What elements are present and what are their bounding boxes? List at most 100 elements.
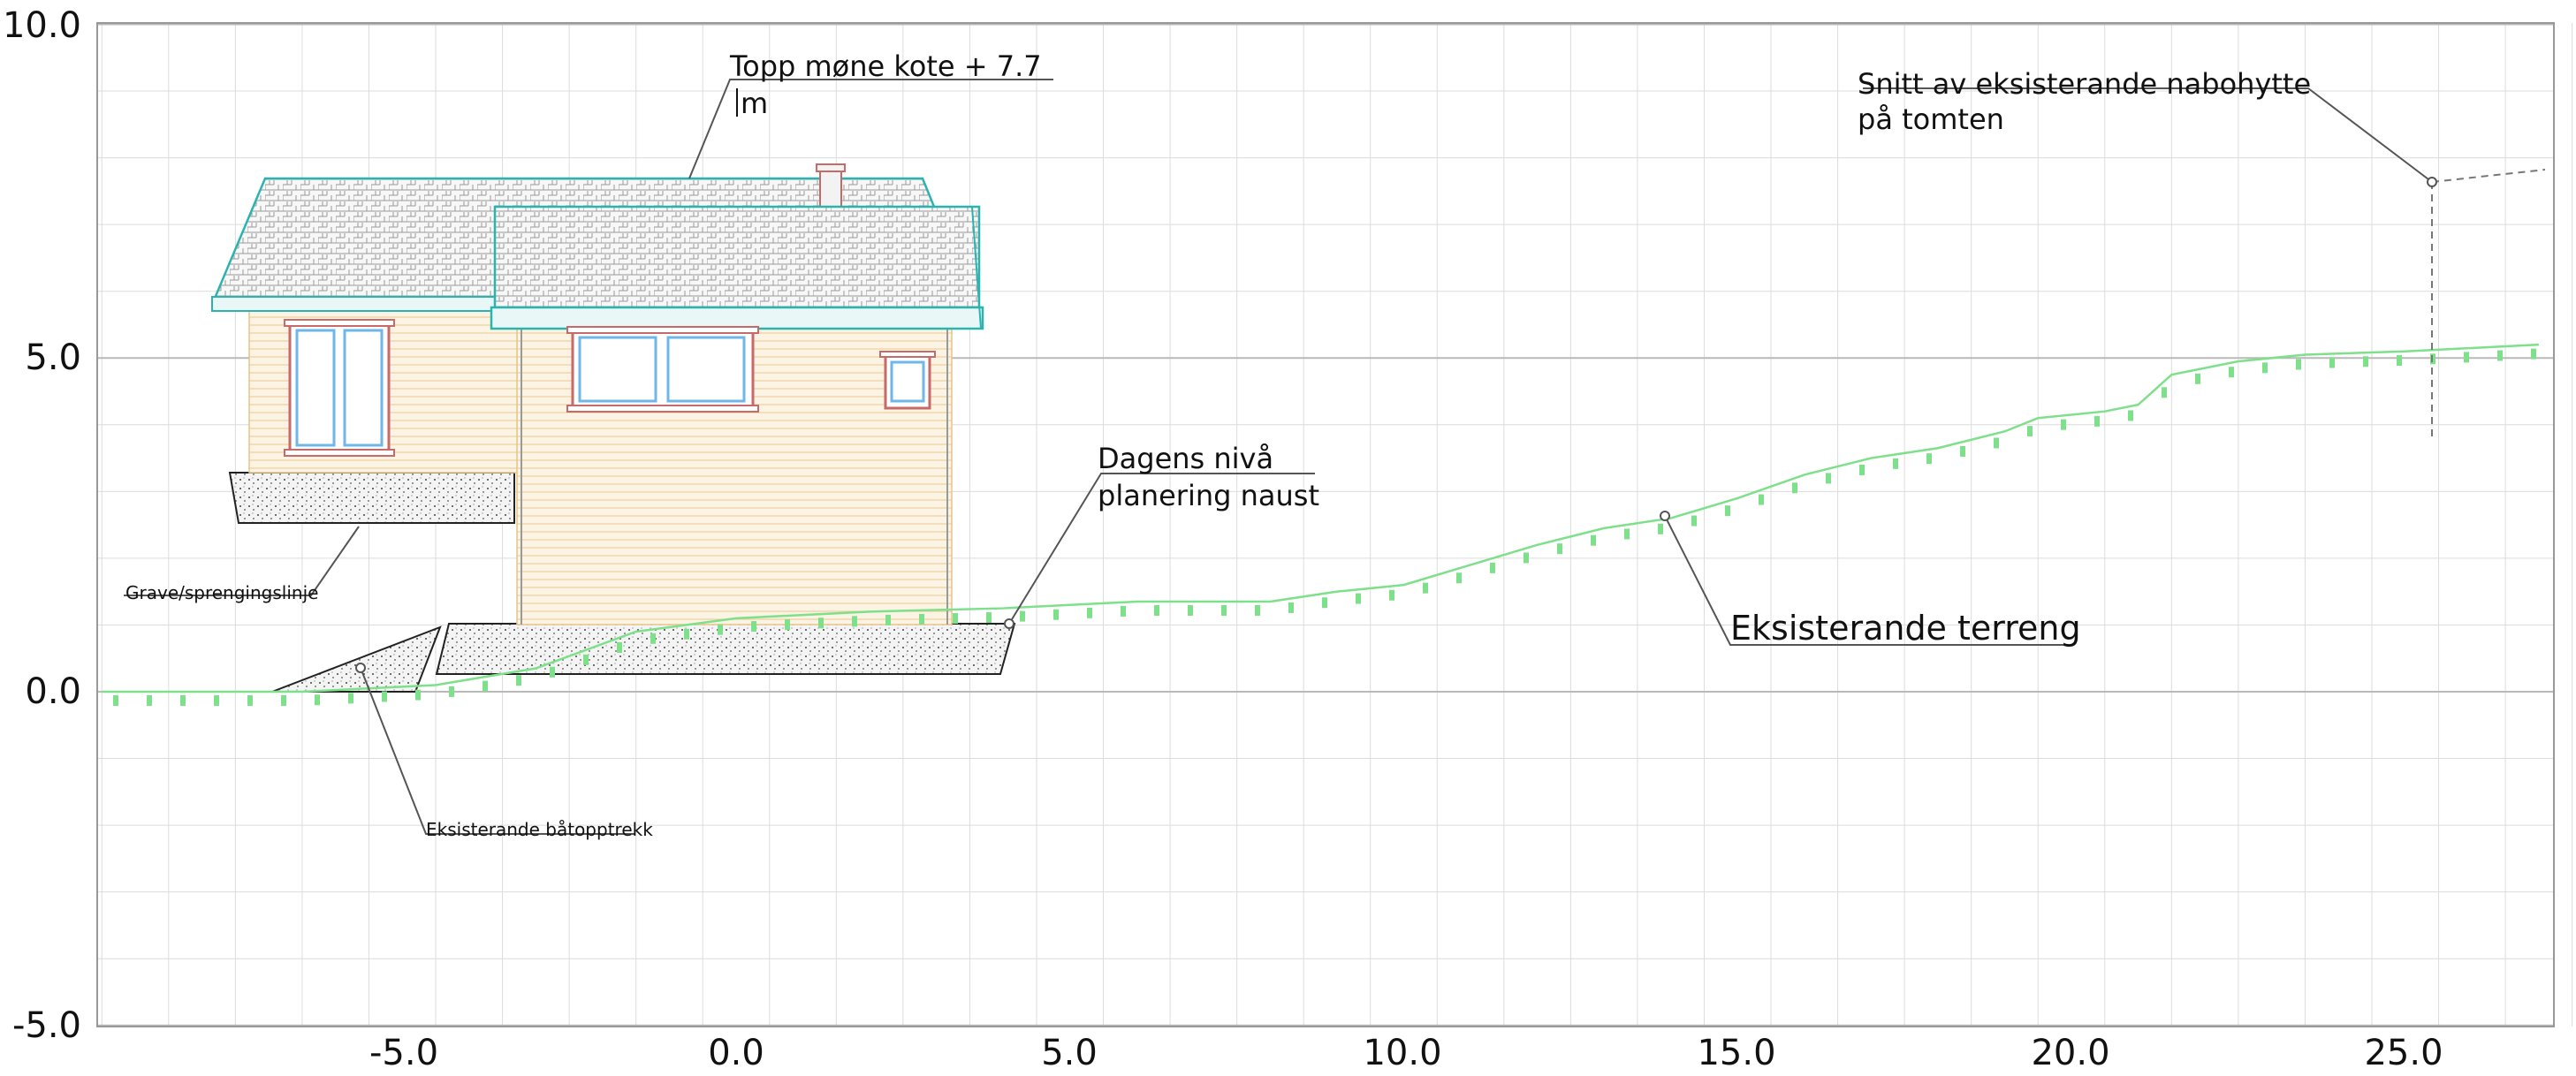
small-window [879, 351, 936, 410]
terrain-hatch [852, 616, 857, 627]
terrain-hatch [1926, 453, 1932, 465]
x-tick-label: 5.0 [1041, 1033, 1098, 1073]
terrain-hatch [1725, 505, 1730, 517]
terrain-hatch [1053, 609, 1059, 620]
y-tick-label: 5.0 [25, 337, 81, 378]
terrain-hatch [1658, 523, 1663, 534]
terrain-profile [102, 343, 2539, 693]
terrain-hatch [1020, 610, 1025, 622]
terrain-hatch [147, 695, 152, 706]
terrain-hatch [1792, 482, 1797, 494]
terrain-hatch [247, 695, 253, 706]
terrain-hatch [2464, 352, 2469, 363]
y-tick-label: 10.0 [3, 5, 81, 46]
x-tick-label: 15.0 [1697, 1033, 1775, 1073]
terrain-hatch [1322, 597, 1327, 609]
terrain-hatch [718, 624, 723, 635]
dagens-niva-label: Dagens nivå [1098, 442, 1273, 475]
terrain-hatch [2229, 367, 2234, 378]
terrain-hatch [415, 689, 421, 701]
terrain-hatch [2027, 426, 2033, 437]
terrain-hatch [785, 619, 790, 631]
terrain-hatch [650, 633, 656, 644]
batopptrekk-label: Eksisterande båtopptrekk [426, 819, 653, 840]
terrain-hatch [919, 613, 924, 625]
terrain-hatch [2061, 419, 2066, 430]
existing-terrain-line [102, 343, 2539, 706]
x-tick-label: 10.0 [1363, 1033, 1441, 1073]
terrain-hatch [684, 628, 689, 640]
x-tick-label: 0.0 [708, 1033, 764, 1073]
neighbour-cabin-section [2431, 169, 2546, 438]
terrain-hatch [885, 614, 891, 625]
terrain-hatch [382, 691, 387, 702]
fill-areas [228, 472, 1016, 693]
terrain-hatch [2329, 357, 2335, 368]
grave-fill [228, 472, 515, 524]
terrain-hatch [1356, 593, 1361, 604]
terrain-hatch [1557, 543, 1562, 555]
terrain-hatch [1490, 562, 1495, 573]
terrain-hatch [1188, 605, 1193, 617]
terrain-hatch [1221, 605, 1227, 617]
topp-mone-label: Topp møne kote + 7.7 [729, 49, 1042, 83]
terrain-hatch [751, 621, 756, 633]
terrain-hatch [1154, 605, 1159, 617]
terrain-hatch [2497, 350, 2503, 361]
planering-label: planering naust [1098, 479, 1319, 512]
terrain-hatch [1691, 515, 1697, 527]
terrain-hatch [1859, 464, 1865, 475]
terrain-hatch [1456, 572, 1462, 584]
x-tick-label: 20.0 [2031, 1033, 2109, 1073]
terrain-hatch [1591, 534, 1596, 546]
terrain-hatch [1893, 458, 1898, 469]
terrain-hatch [1524, 552, 1529, 564]
terrain-hatch [2397, 355, 2402, 367]
y-tick-label: -5.0 [12, 1005, 81, 1046]
main-window [566, 326, 759, 413]
terrain-hatch [1288, 602, 1294, 613]
terrain-hatch [986, 612, 992, 624]
terrain-hatch [2531, 348, 2536, 360]
x-axis-labels: -5.0 0.0 5.0 10.0 15.0 20.0 25.0 [369, 1033, 2443, 1073]
planering-fill [435, 623, 1016, 675]
terrain-hatch [214, 695, 219, 706]
terrain-hatch [113, 695, 118, 706]
terrain-hatch [2296, 359, 2301, 370]
terrain-hatch [583, 654, 589, 665]
terrain-hatch [483, 680, 488, 692]
chimney [819, 167, 842, 208]
terrain-hatch [1087, 607, 1092, 618]
plot-frame [96, 22, 2555, 1027]
terrain-hatch [1624, 528, 1630, 540]
terrain-hatch [2094, 415, 2100, 427]
terrain-hatch [2195, 373, 2200, 384]
terrain-hatch [516, 675, 521, 686]
terrain-hatch [550, 666, 555, 678]
terrain-hatch [1121, 605, 1126, 617]
grid [97, 23, 2573, 1027]
terrain-hatch [2262, 362, 2268, 374]
terrain-hatch [348, 693, 353, 704]
terrain-hatch [315, 694, 320, 706]
y-axis-labels: 10.0 5.0 0.0 -5.0 [3, 5, 81, 1046]
house-elevation [211, 163, 984, 625]
terrain-hatch [449, 686, 454, 697]
terrain-hatch [2162, 387, 2167, 398]
eksisterande-terreng-label: Eksisterande terreng [1730, 609, 2081, 648]
terrain-hatch [818, 618, 824, 629]
snitt-label-line2: på tomten [1858, 102, 2004, 136]
terrain-hatch [1759, 494, 1764, 505]
topp-mone-unit: m [741, 87, 768, 120]
terrain-hatch [617, 641, 622, 653]
terrain-hatch [1994, 437, 1999, 449]
terrain-hatch [1255, 605, 1260, 617]
terrain-hatch [1423, 582, 1428, 594]
terrain-hatch [1389, 589, 1394, 601]
left-window [284, 319, 395, 457]
terrain-hatch [180, 695, 186, 706]
x-tick-label: 25.0 [2364, 1033, 2443, 1073]
terrain-hatch [2128, 410, 2133, 421]
annotations: Topp møne kote + 7.7 m Snitt av eksister… [125, 49, 2311, 840]
